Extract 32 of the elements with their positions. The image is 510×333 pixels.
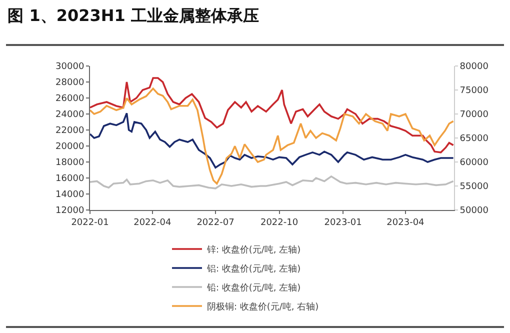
x-tick-label: 2023-01: [324, 218, 362, 228]
y2-tick-label: 60000: [460, 158, 489, 168]
x-tick-label: 2023-04: [386, 218, 425, 228]
line-series: [90, 77, 454, 154]
x-tick-label: 2022-04: [134, 218, 172, 228]
y2-tick-label: 80000: [460, 62, 489, 72]
y-tick-label: 18000: [56, 158, 84, 168]
y2-tick-label: 55000: [460, 182, 489, 192]
legend-label: 阴极铜: 收盘价(元/吨, 右轴): [207, 301, 319, 312]
y-tick-label: 12000: [56, 206, 84, 216]
line-series: [90, 112, 454, 168]
legend-label: 铝: 收盘价(元/吨, 左轴): [206, 263, 301, 274]
y-tick-label: 26000: [56, 94, 84, 104]
y2-tick-label: 65000: [460, 134, 489, 144]
y2-tick-label: 75000: [460, 86, 489, 96]
line-series: [90, 176, 454, 190]
legend-label: 铅: 收盘价(元/吨, 左轴): [206, 282, 301, 294]
y-tick-label: 14000: [56, 190, 84, 200]
y2-tick-label: 70000: [460, 110, 489, 120]
line-series: [90, 88, 454, 184]
y-tick-label: 24000: [56, 110, 84, 120]
y-tick-label: 16000: [56, 174, 84, 184]
y-tick-label: 28000: [56, 78, 84, 88]
y2-tick-label: 50000: [460, 206, 489, 216]
chart-title: 图 1、2023H1 工业金属整体承压: [8, 6, 259, 26]
y-tick-label: 22000: [56, 126, 84, 136]
x-tick-label: 2022-07: [196, 218, 234, 228]
y-tick-label: 30000: [56, 62, 84, 72]
legend-label: 锌: 收盘价(元/吨, 左轴): [206, 244, 301, 256]
y-tick-label: 20000: [56, 142, 84, 152]
x-tick-label: 2022-10: [260, 218, 298, 228]
x-tick-label: 2022-01: [71, 218, 109, 228]
